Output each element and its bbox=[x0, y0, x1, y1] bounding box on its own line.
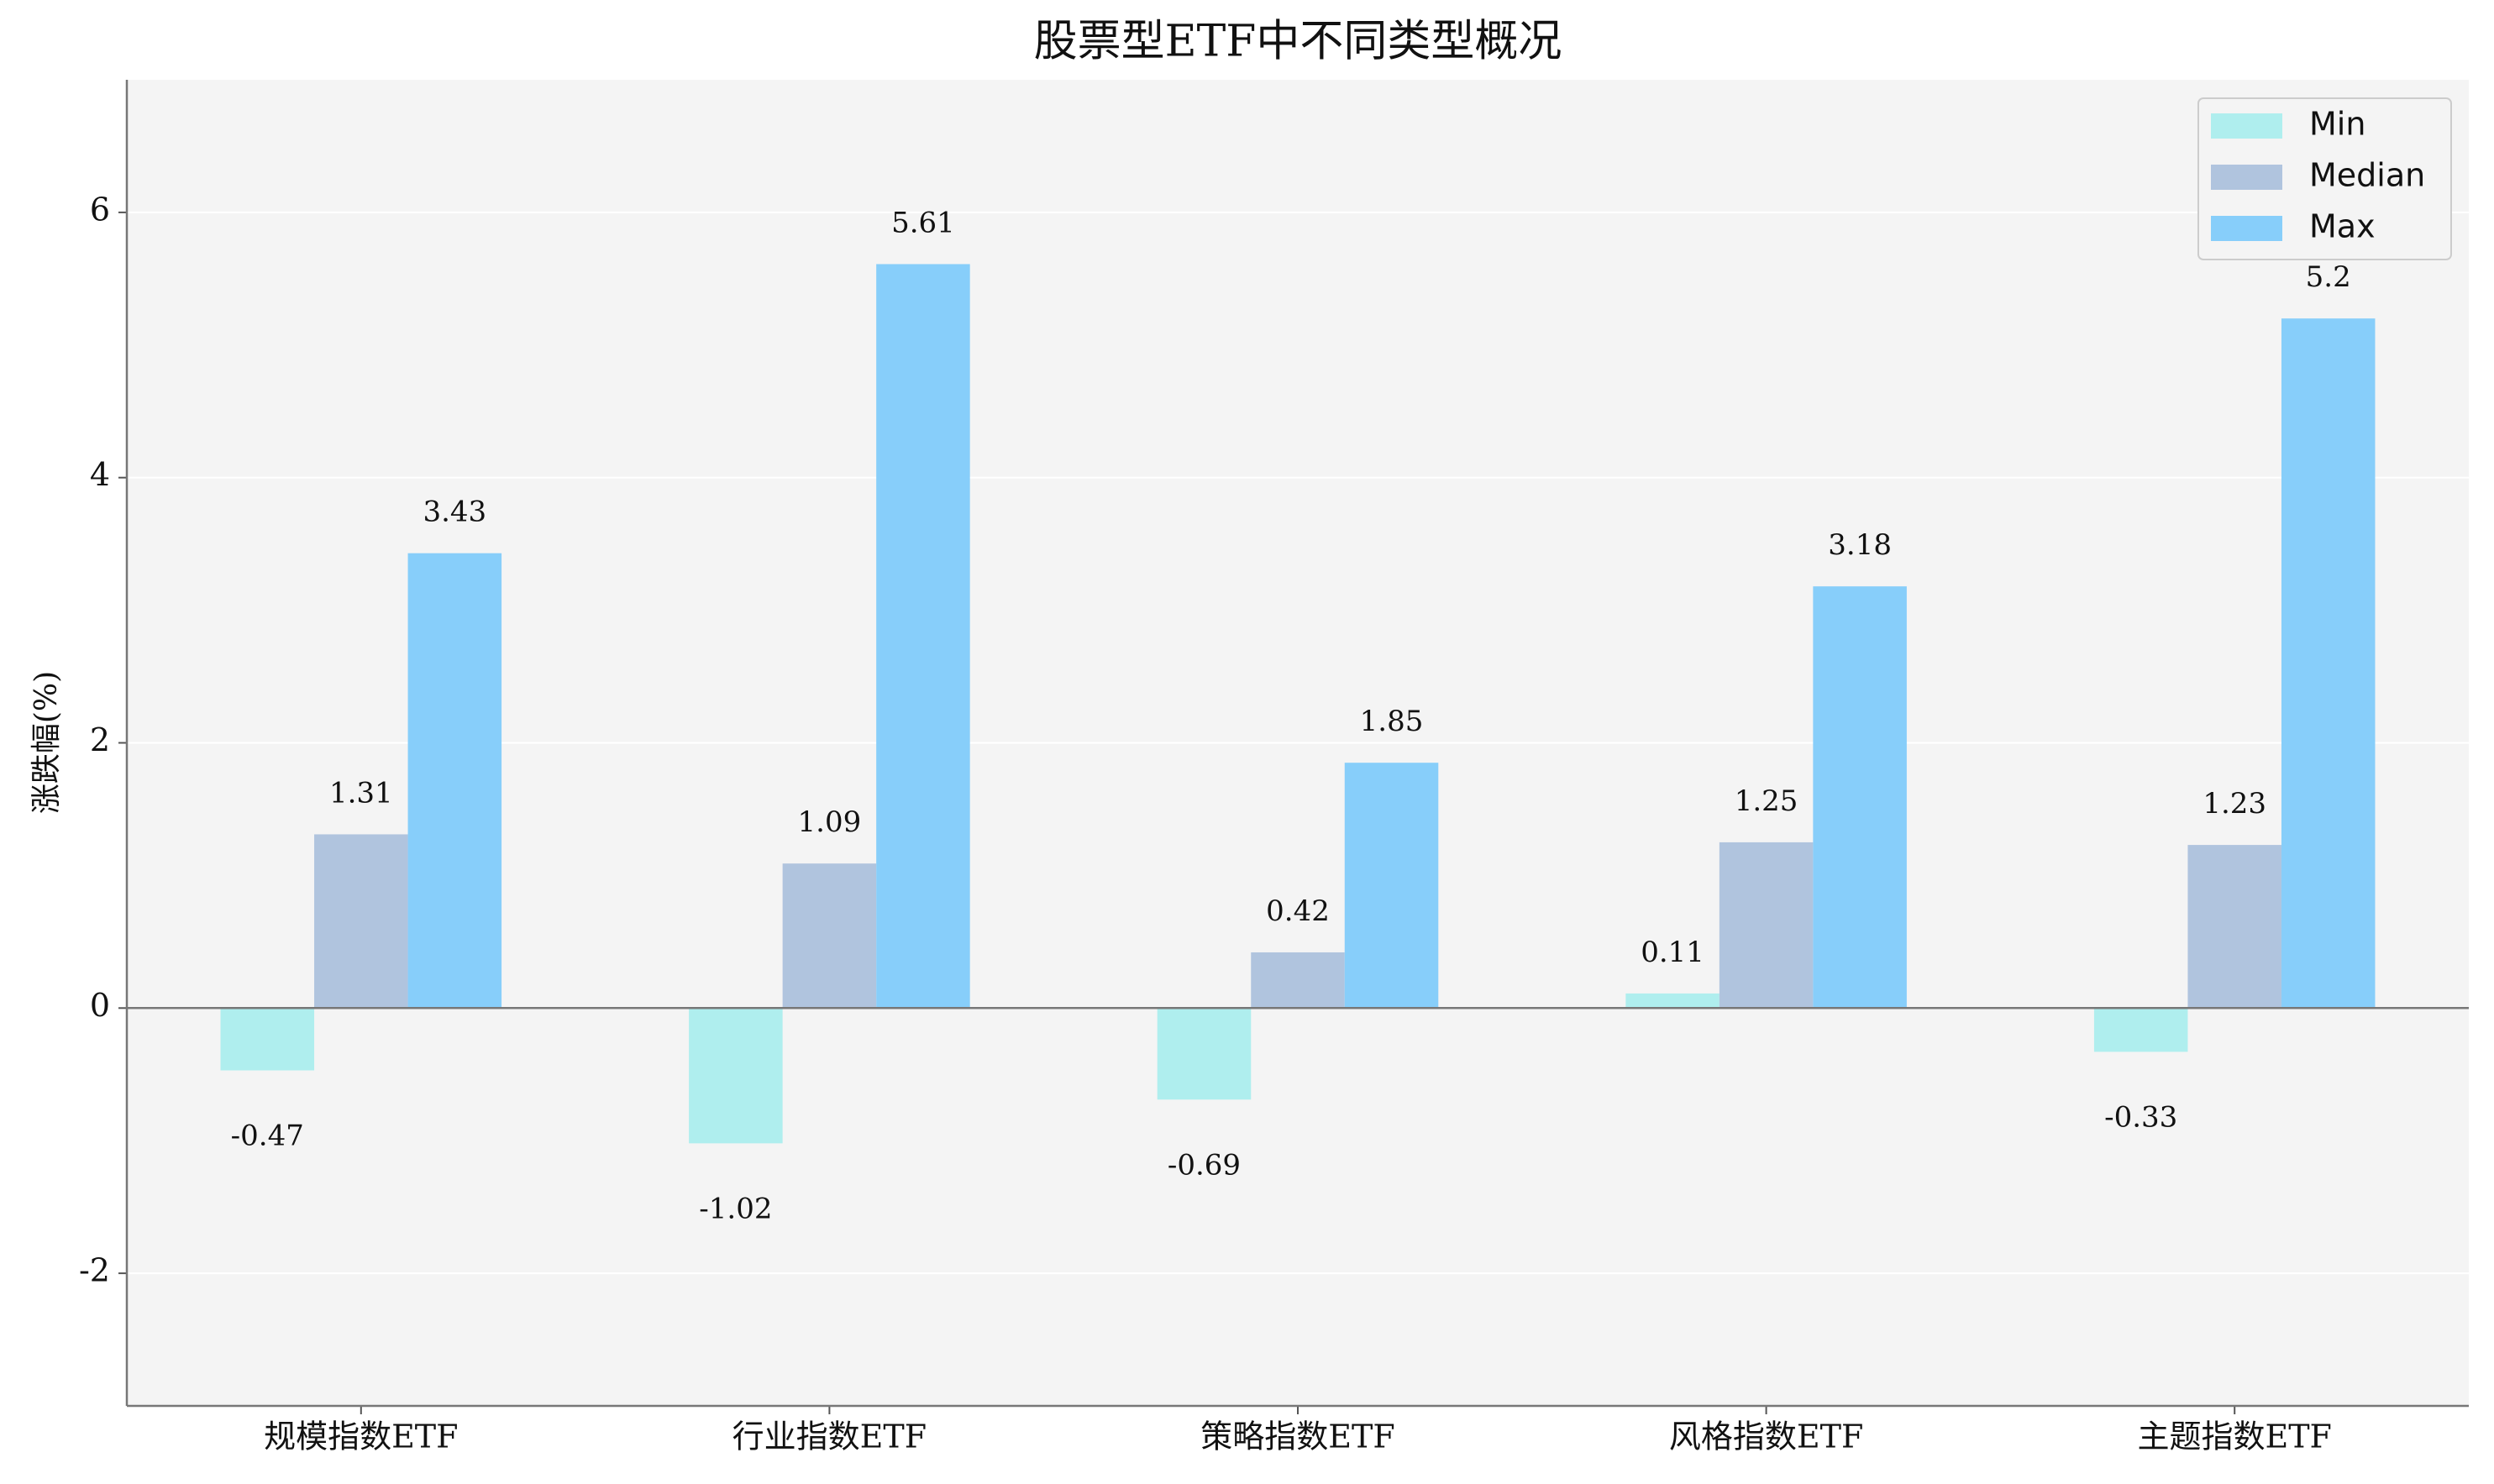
y-tick-label: 6 bbox=[90, 191, 110, 228]
data-label: -0.47 bbox=[231, 1120, 304, 1153]
bar bbox=[1813, 586, 1907, 1009]
chart-title: 股票型ETF中不同类型概况 bbox=[1034, 17, 1562, 67]
y-tick-label: 4 bbox=[90, 456, 110, 493]
x-tick-label: 规模指数ETF bbox=[264, 1418, 458, 1455]
bar bbox=[220, 1008, 315, 1071]
bar bbox=[2281, 318, 2376, 1009]
data-label: 1.31 bbox=[329, 776, 393, 810]
bar bbox=[1157, 1008, 1252, 1100]
data-label: 0.11 bbox=[1641, 936, 1704, 969]
bar bbox=[1251, 952, 1345, 1009]
bar bbox=[314, 834, 408, 1009]
bar bbox=[782, 863, 877, 1009]
data-label: 0.42 bbox=[1266, 894, 1330, 928]
bar bbox=[876, 264, 970, 1009]
x-tick-label: 主题指数ETF bbox=[2137, 1418, 2331, 1455]
data-label: -0.33 bbox=[2104, 1100, 2177, 1134]
y-tick-label: 0 bbox=[90, 987, 110, 1024]
legend-swatch bbox=[2211, 113, 2282, 139]
data-label: 3.18 bbox=[1828, 528, 1892, 562]
bar bbox=[1719, 842, 1814, 1009]
data-label: 5.2 bbox=[2306, 260, 2351, 294]
data-label: -1.02 bbox=[699, 1192, 772, 1225]
legend-swatch bbox=[2211, 216, 2282, 241]
data-label: -0.69 bbox=[1168, 1148, 1241, 1182]
legend-label: Min bbox=[2309, 106, 2365, 143]
y-tick-label: -2 bbox=[79, 1252, 110, 1289]
bar bbox=[689, 1008, 783, 1144]
bar bbox=[407, 553, 502, 1009]
legend-label: Max bbox=[2309, 208, 2376, 245]
x-tick-label: 行业指数ETF bbox=[732, 1418, 927, 1455]
y-tick-label: 2 bbox=[90, 721, 110, 758]
data-label: 1.23 bbox=[2203, 787, 2266, 821]
x-tick-label: 风格指数ETF bbox=[1669, 1418, 1863, 1455]
data-label: 5.61 bbox=[891, 206, 955, 239]
legend-swatch bbox=[2211, 165, 2282, 190]
data-label: 1.85 bbox=[1360, 705, 1424, 738]
legend-label: Median bbox=[2309, 157, 2425, 194]
bar bbox=[2093, 1008, 2188, 1052]
data-label: 1.25 bbox=[1735, 784, 1798, 818]
y-axis-label: 涨跌幅(%) bbox=[29, 671, 64, 814]
x-tick-label: 策略指数ETF bbox=[1200, 1418, 1394, 1455]
bar bbox=[1625, 993, 1720, 1009]
data-label: 3.43 bbox=[423, 496, 486, 529]
bar bbox=[1344, 763, 1439, 1009]
bar bbox=[2187, 845, 2281, 1009]
data-label: 1.09 bbox=[798, 805, 862, 839]
